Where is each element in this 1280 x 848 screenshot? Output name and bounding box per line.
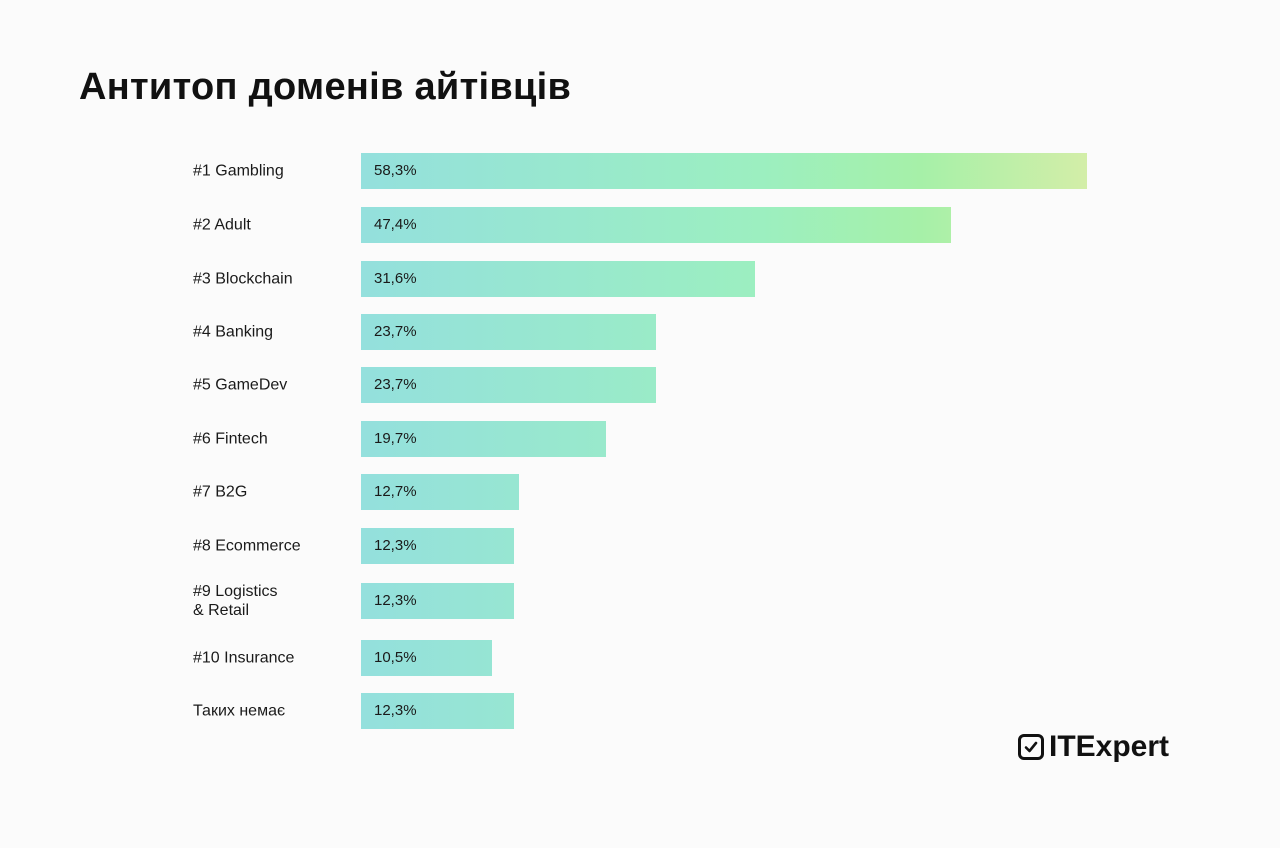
bar: 10,5% — [361, 640, 492, 676]
bar: 47,4% — [361, 207, 951, 243]
category-label: #7 B2G — [193, 483, 248, 501]
category-label: #9 Logistics & Retail — [193, 583, 278, 619]
bar-row: #2 Adult 47,4% — [0, 207, 1280, 243]
bar: 12,3% — [361, 528, 514, 564]
category-label: #10 Insurance — [193, 649, 295, 667]
value-label: 12,3% — [374, 592, 417, 609]
value-label: 31,6% — [374, 270, 417, 287]
bar: 58,3% — [361, 153, 1087, 189]
bar: 23,7% — [361, 367, 656, 403]
value-label: 12,3% — [374, 537, 417, 554]
category-label: #4 Banking — [193, 323, 274, 341]
logo-text: ITExpert — [1049, 730, 1170, 763]
value-label: 23,7% — [374, 323, 417, 340]
value-label: 58,3% — [374, 162, 417, 179]
bar-row: #7 B2G 12,7% — [0, 474, 1280, 510]
value-label: 23,7% — [374, 376, 417, 393]
category-label: #8 Ecommerce — [193, 537, 301, 555]
checkbox-check-icon — [1018, 734, 1044, 760]
bar: 12,3% — [361, 693, 514, 729]
bar-row: #6 Fintech 19,7% — [0, 421, 1280, 457]
category-label: Таких немає — [193, 702, 286, 720]
category-label: #2 Adult — [193, 216, 251, 234]
category-label: #1 Gambling — [193, 162, 284, 180]
category-label: #6 Fintech — [193, 430, 268, 448]
bar: 12,3% — [361, 583, 514, 619]
value-label: 19,7% — [374, 430, 417, 447]
bar-row: #5 GameDev 23,7% — [0, 367, 1280, 403]
value-label: 47,4% — [374, 216, 417, 233]
bar: 31,6% — [361, 261, 755, 297]
bar: 23,7% — [361, 314, 656, 350]
bar-row: #10 Insurance 10,5% — [0, 640, 1280, 676]
category-label: #5 GameDev — [193, 376, 288, 394]
bar-row: #9 Logistics & Retail 12,3% — [0, 583, 1280, 619]
bar-row: Таких немає 12,3% — [0, 693, 1280, 729]
bar: 19,7% — [361, 421, 606, 457]
bar-row: #3 Blockchain 31,6% — [0, 261, 1280, 297]
value-label: 10,5% — [374, 649, 417, 666]
bar-row: #8 Ecommerce 12,3% — [0, 528, 1280, 564]
chart-title: Антитоп доменів айтівців — [79, 66, 572, 108]
value-label: 12,3% — [374, 702, 417, 719]
itexpert-logo: ITExpert — [1018, 730, 1169, 764]
value-label: 12,7% — [374, 483, 417, 500]
category-label: #3 Blockchain — [193, 270, 293, 288]
bar-row: #4 Banking 23,7% — [0, 314, 1280, 350]
bar-row: #1 Gambling 58,3% — [0, 153, 1280, 189]
bar: 12,7% — [361, 474, 519, 510]
